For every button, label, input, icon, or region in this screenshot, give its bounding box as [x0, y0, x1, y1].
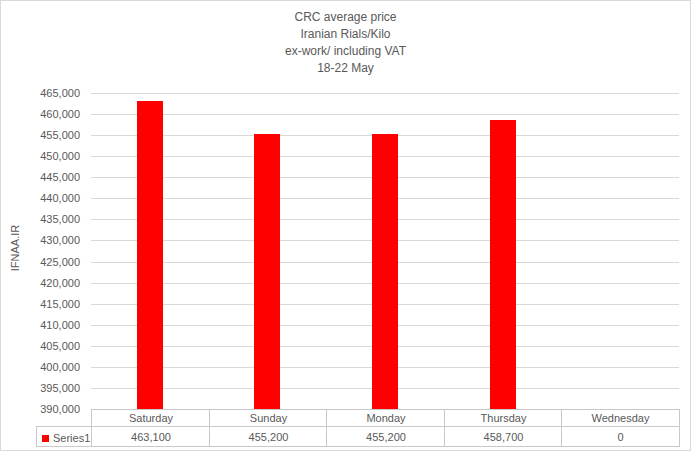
y-tick-label: 460,000 [1, 108, 80, 120]
bar-thursday [490, 120, 516, 409]
bar-monday [372, 134, 398, 409]
y-tick-label: 405,000 [1, 340, 80, 352]
chart-title-line: Iranian Rials/Kilo [1, 26, 690, 43]
table-header-monday: Monday [326, 409, 445, 427]
legend-cell: Series1 [36, 426, 92, 447]
y-tick-label: 450,000 [1, 150, 80, 162]
y-tick-label: 395,000 [1, 382, 80, 394]
y-tick-label: 440,000 [1, 192, 80, 204]
gridline [91, 114, 679, 115]
y-tick-label: 410,000 [1, 319, 80, 331]
chart-title: CRC average priceIranian Rials/Kiloex-wo… [1, 9, 690, 77]
table-value-thursday: 458,700 [444, 426, 562, 447]
table-value-monday: 455,200 [326, 426, 445, 447]
y-tick-label: 420,000 [1, 277, 80, 289]
y-tick-label: 430,000 [1, 234, 80, 246]
table-header-wednesday: Wednesday [561, 409, 680, 427]
gridline [91, 93, 679, 94]
y-tick-label: 455,000 [1, 129, 80, 141]
chart-title-line: ex-work/ including VAT [1, 43, 690, 60]
legend-key-icon [42, 435, 49, 442]
chart-container: CRC average priceIranian Rials/Kiloex-wo… [0, 0, 691, 451]
table-value-saturday: 463,100 [91, 426, 210, 447]
y-tick-label: 435,000 [1, 213, 80, 225]
table-value-sunday: 455,200 [209, 426, 327, 447]
table-header-sunday: Sunday [209, 409, 327, 427]
y-tick-label: 390,000 [1, 403, 80, 415]
table-value-wednesday: 0 [561, 426, 680, 447]
bar-sunday [254, 134, 280, 409]
table-header-thursday: Thursday [444, 409, 562, 427]
table-header-saturday: Saturday [91, 409, 210, 427]
y-tick-label: 415,000 [1, 298, 80, 310]
y-tick-label: 465,000 [1, 87, 80, 99]
chart-title-line: 18-22 May [1, 60, 690, 77]
legend-series-label: Series1 [53, 432, 90, 444]
y-tick-label: 445,000 [1, 171, 80, 183]
bar-saturday [137, 101, 163, 409]
y-tick-label: 400,000 [1, 361, 80, 373]
chart-title-line: CRC average price [1, 9, 690, 26]
y-tick-label: 425,000 [1, 256, 80, 268]
